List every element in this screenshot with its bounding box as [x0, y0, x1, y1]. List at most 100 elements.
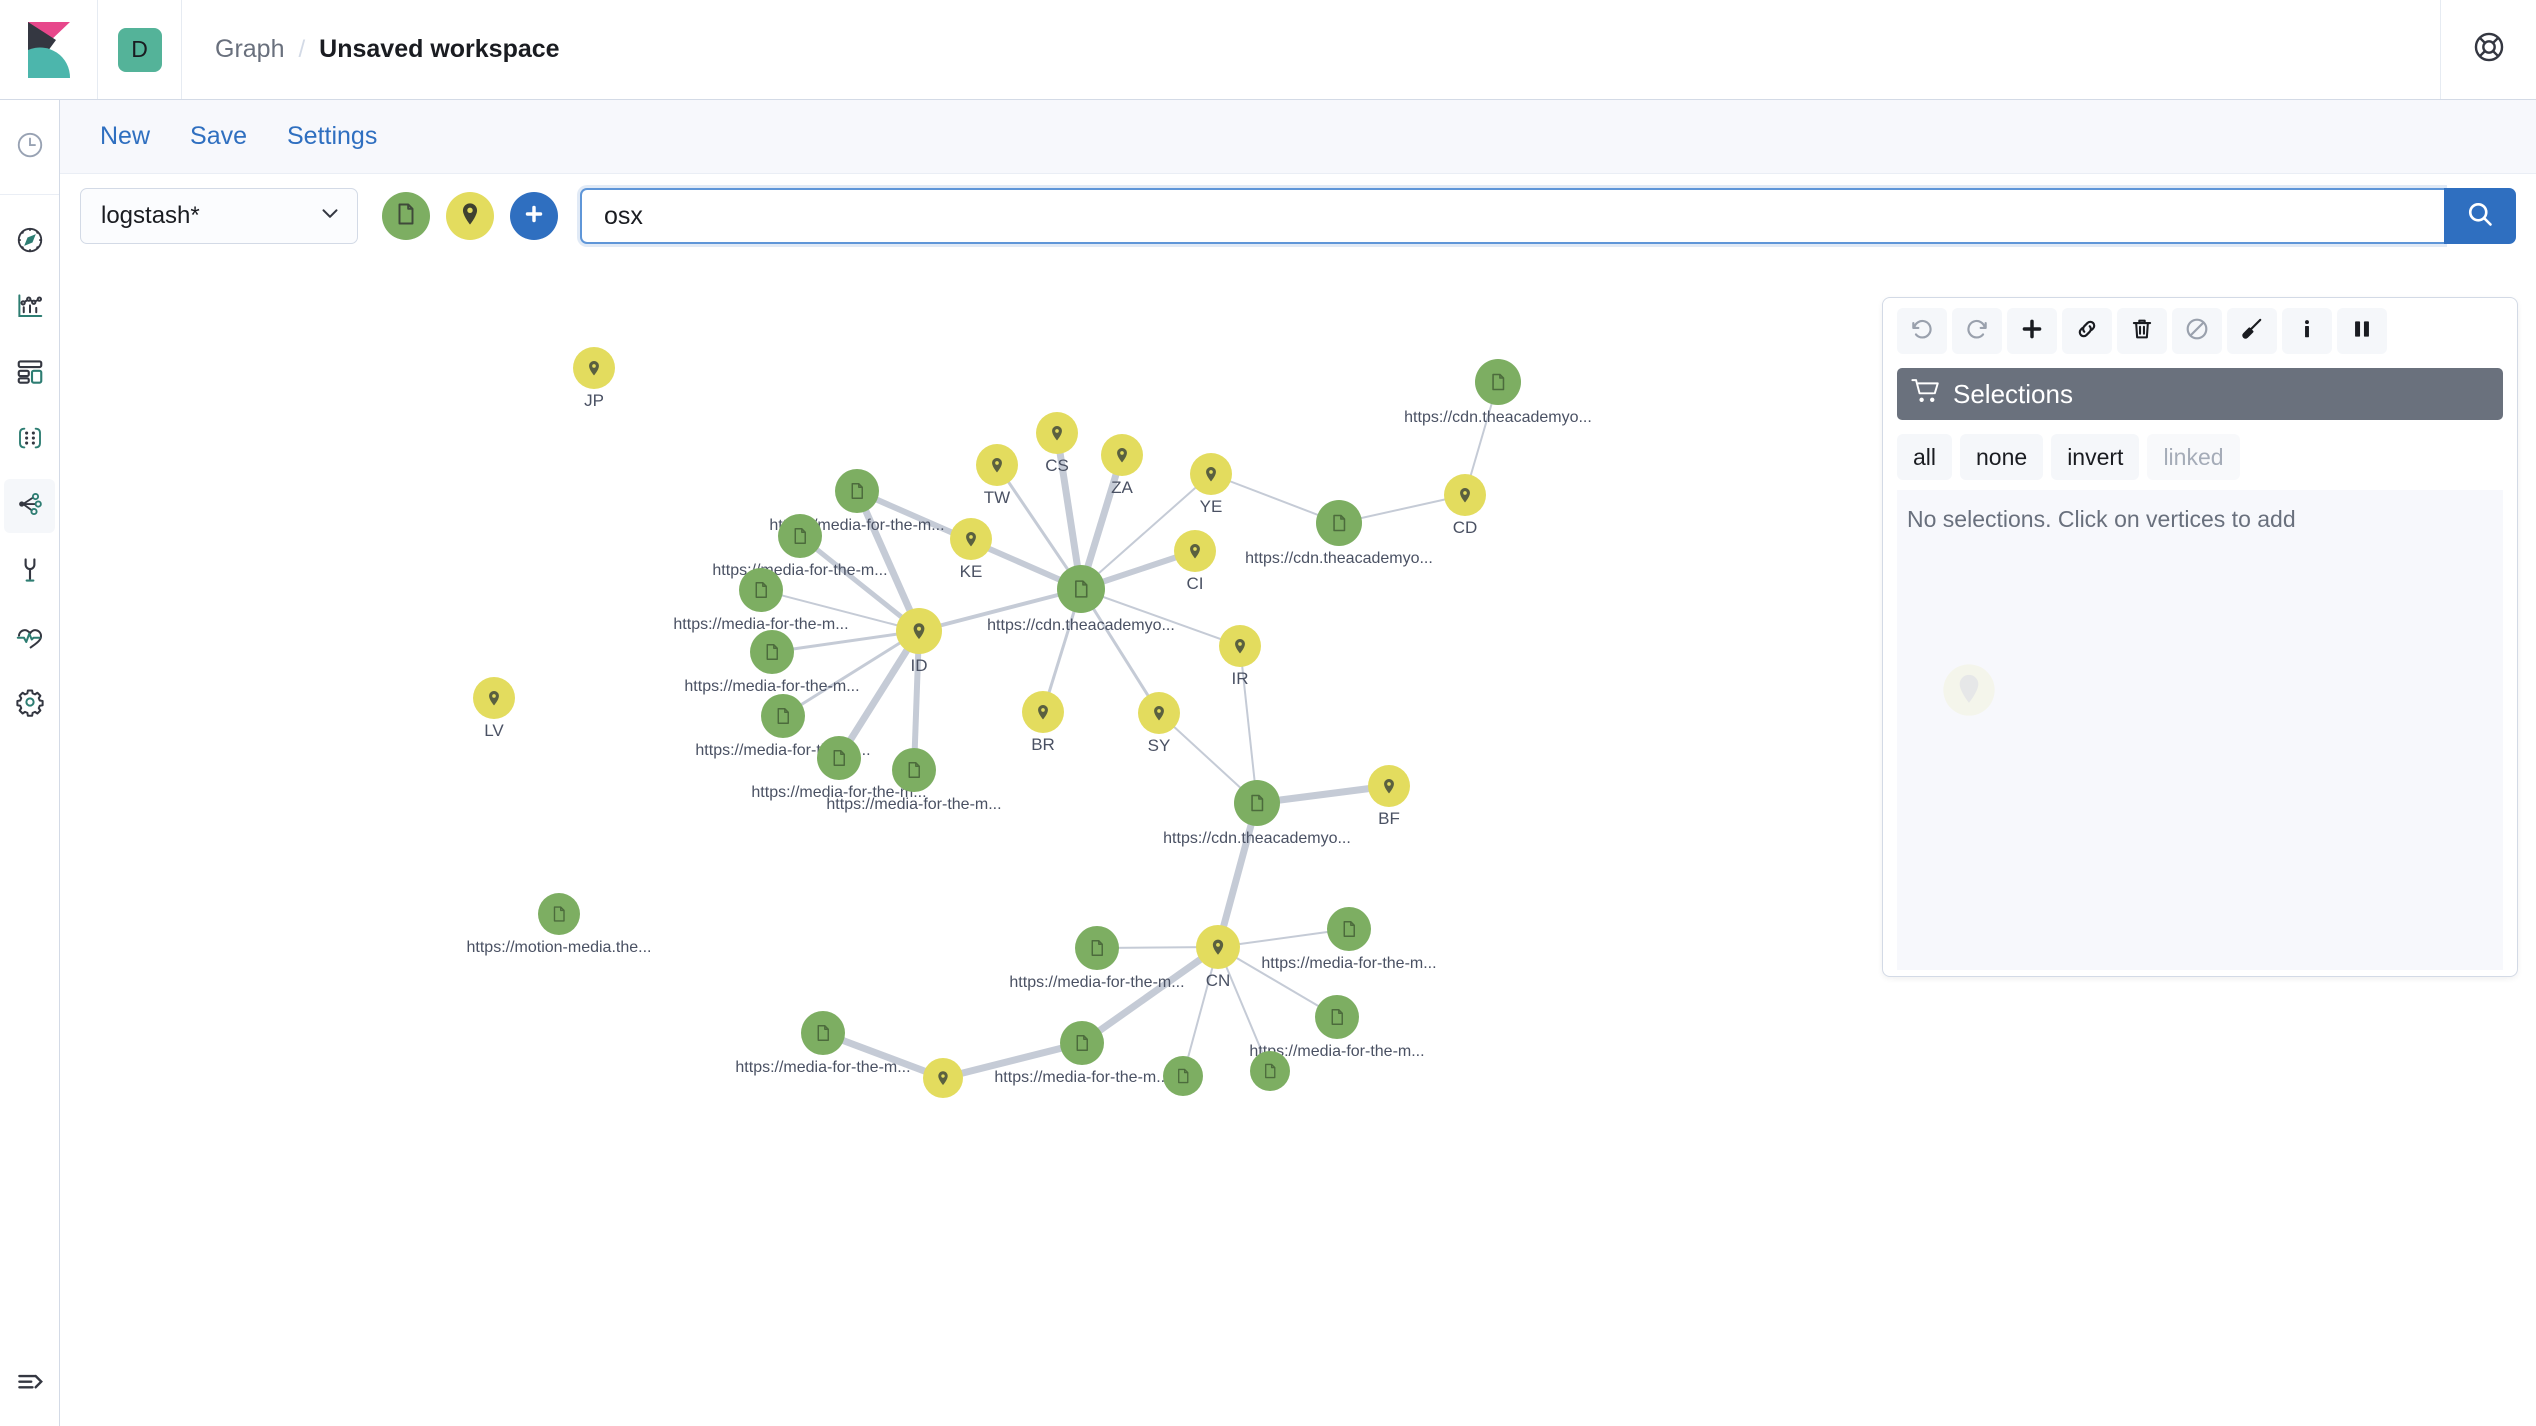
graph-edge[interactable] [1079, 944, 1221, 1046]
vertex-label: https://media-for-the-m... [994, 1069, 1169, 1086]
index-pattern-select[interactable]: logstash* [80, 188, 358, 244]
map-pin-icon [1154, 705, 1164, 721]
new-button[interactable]: New [100, 122, 151, 150]
graph-vertex-url[interactable]: https://media-for-the-m... [1009, 926, 1185, 991]
graph-vertex-url[interactable]: https://cdn.theacademyo... [987, 565, 1175, 634]
graph-edge[interactable] [853, 489, 923, 633]
info-icon [2294, 316, 2320, 347]
style-button[interactable] [2227, 308, 2277, 354]
add-field-button[interactable] [510, 192, 558, 240]
graph-vertex-url[interactable]: https://media-for-the-m... [826, 748, 1002, 813]
graph-edge[interactable] [1217, 946, 1338, 1018]
blocklist-button[interactable] [2172, 308, 2222, 354]
graph-vertex-geo[interactable]: ZA [1101, 434, 1143, 497]
expand-selection-button[interactable] [2007, 308, 2057, 354]
document-icon [1331, 1009, 1343, 1025]
select-all-button[interactable]: all [1897, 434, 1953, 480]
graph-vertex-url[interactable]: https://media-for-the-m... [684, 630, 860, 695]
breadcrumb-current[interactable]: Unsaved workspace [319, 35, 560, 63]
sidebar-item-recently-viewed[interactable] [0, 114, 59, 180]
search-submit-button[interactable] [2444, 188, 2516, 244]
graph-edge[interactable] [995, 464, 1083, 590]
graph-vertex-geo[interactable]: CI [1174, 530, 1216, 593]
settings-button[interactable]: Settings [287, 122, 378, 150]
graph-vertex-geo[interactable]: TW [976, 444, 1018, 507]
add-links-button[interactable] [2062, 308, 2112, 354]
graph-edge[interactable] [1080, 473, 1212, 590]
graph-vertices[interactable]: JP CS TW ZA YE CD KE CI ID IR LV BR SY BF CN https://me… [467, 347, 1592, 1098]
field-chip-geo[interactable] [446, 192, 494, 240]
graph-vertex-geo[interactable]: LV [473, 677, 515, 740]
graph-vertex-geo[interactable]: JP [573, 347, 615, 410]
graph-vertex-geo[interactable]: CD [1444, 474, 1486, 537]
graph-edge[interactable] [1053, 432, 1085, 590]
graph-vertex-geo[interactable]: ID [896, 608, 942, 675]
graph-vertex-geo[interactable]: CN [1196, 925, 1240, 990]
graph-vertex-url[interactable]: https://cdn.theacademyo... [1404, 359, 1592, 426]
sidebar-item-graph[interactable] [0, 473, 59, 539]
graph-edge[interactable] [942, 1039, 1083, 1082]
graph-vertex-url[interactable] [1250, 1051, 1290, 1091]
graph-edge[interactable] [911, 630, 922, 771]
sidebar-item-dashboard[interactable] [0, 341, 59, 407]
pause-button[interactable] [2337, 308, 2387, 354]
graph-vertex-geo[interactable]: BR [1022, 691, 1064, 754]
graph-edge[interactable] [1079, 588, 1161, 714]
delete-button[interactable] [2117, 308, 2167, 354]
graph-edge[interactable] [1217, 946, 1271, 1072]
graph-edge[interactable] [1214, 802, 1261, 948]
help-button[interactable] [2440, 0, 2536, 99]
graph-vertex-geo[interactable] [923, 1058, 963, 1098]
vertex-label: LV [484, 721, 504, 740]
field-chip-url[interactable] [382, 192, 430, 240]
document-icon [1492, 373, 1505, 391]
graph-vertex-geo[interactable]: BF [1368, 765, 1410, 828]
sidebar-item-monitoring[interactable] [0, 605, 59, 671]
graph-vertex-geo[interactable]: IR [1219, 625, 1261, 688]
graph-vertex-url[interactable] [1163, 1056, 1203, 1096]
nav-collapse-button[interactable] [0, 1340, 60, 1426]
graph-vertex-geo[interactable]: KE [950, 518, 992, 581]
vertex-label: CS [1045, 456, 1069, 475]
graph-vertex-url[interactable]: https://media-for-the-m... [735, 1011, 911, 1076]
sidebar-item-discover[interactable] [0, 209, 59, 275]
document-icon [553, 906, 565, 922]
graph-vertex-url[interactable]: https://media-for-the-m... [994, 1021, 1170, 1086]
graph-vertex-url[interactable]: https://media-for-the-m... [1249, 995, 1425, 1060]
graph-edge[interactable] [1217, 928, 1350, 948]
graph-visualization[interactable]: JP CS TW ZA YE CD KE CI ID IR LV BR SY BF CN https://me… [60, 258, 2536, 1426]
sidebar-item-canvas[interactable] [0, 407, 59, 473]
sidebar-item-visualize[interactable] [0, 275, 59, 341]
select-none-button[interactable]: none [1960, 434, 2044, 480]
graph-edge[interactable] [1080, 588, 1241, 647]
graph-edge[interactable] [918, 587, 1082, 633]
document-icon [1178, 1068, 1189, 1084]
graph-vertex-url[interactable]: https://media-for-the-m... [751, 736, 927, 801]
graph-vertex-geo[interactable]: CS [1036, 412, 1078, 475]
save-button[interactable]: Save [190, 122, 247, 150]
document-icon [755, 582, 767, 598]
breadcrumb-app[interactable]: Graph [215, 35, 285, 63]
graph-vertex-url[interactable]: https://cdn.theacademyo... [1163, 780, 1351, 847]
graph-edge[interactable] [1239, 645, 1258, 804]
graph-vertex-geo[interactable]: YE [1190, 453, 1232, 516]
graph-vertex-url[interactable]: https://media-for-the-m... [1261, 907, 1437, 972]
graph-vertex-url[interactable]: https://media-for-the-m... [673, 568, 849, 633]
graph-edge[interactable] [798, 534, 921, 633]
graph-edge[interactable] [836, 629, 922, 760]
sidebar-item-management[interactable] [0, 671, 59, 737]
kibana-logo-cell[interactable] [0, 0, 98, 99]
graph-vertex-url[interactable]: https://motion-media.the... [467, 893, 652, 956]
info-button[interactable] [2282, 308, 2332, 354]
select-invert-button[interactable]: invert [2051, 434, 2140, 480]
redo-button[interactable] [1952, 308, 2002, 354]
search-input[interactable]: osx [580, 188, 2444, 244]
graph-vertex-geo[interactable]: SY [1138, 692, 1180, 755]
graph-edge[interactable] [771, 629, 920, 654]
sidebar-item-dev-tools[interactable] [0, 539, 59, 605]
graph-edge[interactable] [1182, 946, 1219, 1077]
undo-button[interactable] [1897, 308, 1947, 354]
graph-edge[interactable] [782, 629, 920, 718]
graph-edge[interactable] [760, 589, 920, 632]
graph-vertex-url[interactable]: https://cdn.theacademyo... [1245, 500, 1433, 567]
